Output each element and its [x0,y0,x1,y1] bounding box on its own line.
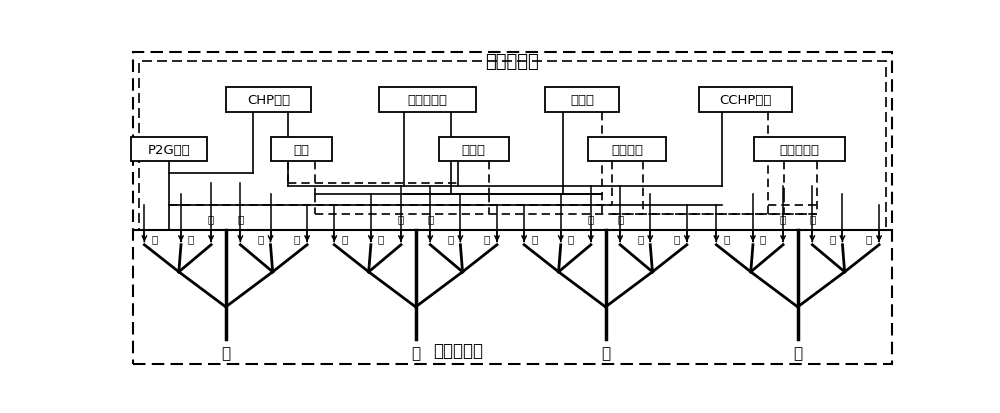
Text: CHP机组: CHP机组 [247,94,290,107]
Text: 荷: 荷 [378,234,384,244]
Text: 源: 源 [866,234,872,244]
Text: 源: 源 [531,234,537,244]
Text: 热: 热 [411,345,420,360]
Text: 内燃机: 内燃机 [462,143,486,156]
Text: 荷: 荷 [188,234,194,244]
Text: 储: 储 [427,214,433,224]
Text: 单质能流层: 单质能流层 [433,341,483,359]
Text: 荷: 荷 [568,234,574,244]
Text: 储: 储 [398,214,404,224]
Text: 储: 储 [588,214,594,224]
Text: P2G设备: P2G设备 [148,143,191,156]
Bar [379,88,476,113]
Text: 源: 源 [723,234,730,244]
Text: 荷: 荷 [637,234,643,244]
Text: 源: 源 [151,234,158,244]
Text: 电: 电 [221,345,230,360]
Text: 冷: 冷 [793,345,802,360]
Text: 荷: 荷 [447,234,453,244]
Text: 荷: 荷 [829,234,835,244]
Text: 多能耦合层: 多能耦合层 [486,53,539,71]
Bar [226,88,311,113]
Text: 溴化锂机组: 溴化锂机组 [407,94,447,107]
Text: 气: 气 [601,345,610,360]
Text: 源: 源 [294,234,300,244]
Bar [698,88,792,113]
Text: 燃气锅炉: 燃气锅炉 [611,143,643,156]
Text: 储: 储 [780,214,786,224]
Bar [139,62,886,231]
Text: 储: 储 [809,214,815,224]
Text: CCHP机组: CCHP机组 [719,94,771,107]
Text: 源: 源 [484,234,490,244]
Text: 源: 源 [674,234,680,244]
Text: 电制冷机组: 电制冷机组 [779,143,819,156]
Text: 源: 源 [341,234,347,244]
Text: 直燃机: 直燃机 [570,94,594,107]
Bar [271,138,332,161]
Text: 热泵: 热泵 [294,143,310,156]
Bar [545,88,619,113]
Text: 储: 储 [617,214,623,224]
Bar [131,138,207,161]
Bar [754,138,845,161]
Bar [588,138,666,161]
Text: 储: 储 [208,214,214,224]
Text: 储: 储 [237,214,244,224]
Text: 荷: 荷 [760,234,766,244]
Text: 荷: 荷 [257,234,264,244]
Bar [439,138,509,161]
